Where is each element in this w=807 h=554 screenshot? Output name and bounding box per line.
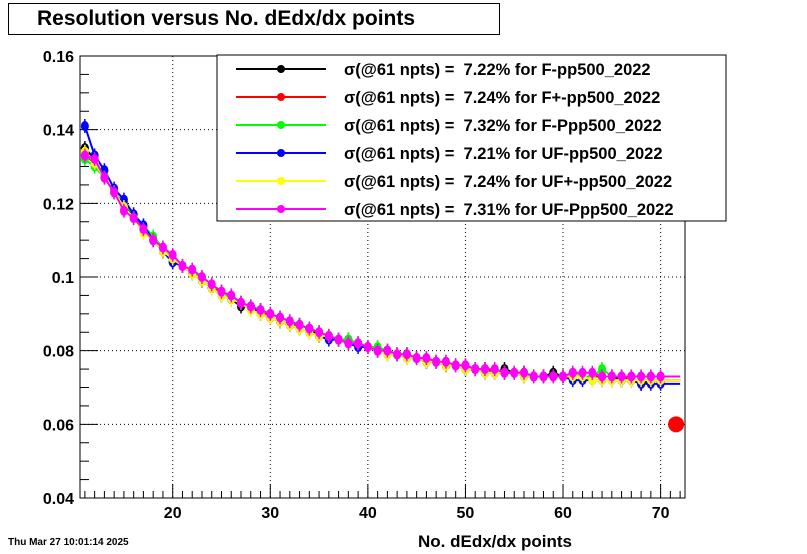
- data-point: [315, 327, 324, 338]
- data-point: [207, 279, 216, 290]
- data-point: [217, 286, 226, 297]
- data-point: [588, 375, 597, 386]
- data-point: [471, 364, 480, 375]
- data-point: [334, 334, 343, 345]
- data-point: [139, 224, 148, 235]
- data-point: [100, 172, 109, 183]
- data-point: [519, 367, 528, 378]
- data-point: [295, 319, 304, 330]
- x-tick-label: 40: [359, 505, 377, 522]
- legend-label: σ(@61 npts) = 7.24% for F+-pp500_2022: [344, 89, 660, 107]
- data-point: [578, 367, 587, 378]
- data-point: [646, 371, 655, 382]
- y-tick-label: 0.16: [43, 49, 74, 66]
- legend-label: σ(@61 npts) = 7.24% for UF+-pp500_2022: [344, 173, 672, 191]
- data-point: [529, 371, 538, 382]
- data-point: [158, 242, 167, 253]
- data-point: [256, 305, 265, 316]
- data-point: [451, 360, 460, 371]
- data-point: [598, 364, 607, 375]
- data-point: [549, 371, 558, 382]
- y-tick-label: 0.08: [43, 344, 74, 361]
- data-point: [627, 371, 636, 382]
- data-point: [617, 371, 626, 382]
- data-point: [354, 338, 363, 349]
- data-point: [227, 290, 236, 301]
- data-point: [119, 194, 128, 205]
- data-point: [266, 308, 275, 319]
- data-point: [510, 367, 519, 378]
- y-tick-label: 0.06: [43, 417, 74, 434]
- highlight-point: [668, 416, 685, 433]
- y-tick-label: 0.1: [52, 270, 74, 287]
- data-point: [188, 264, 197, 275]
- x-tick-label: 30: [261, 505, 279, 522]
- legend: σ(@61 npts) = 7.22% for F-pp500_2022 σ(@6…: [216, 54, 727, 222]
- data-point: [588, 367, 597, 378]
- data-point: [90, 154, 99, 165]
- data-point: [373, 345, 382, 356]
- x-axis-label: No. dEdx/dx points: [418, 532, 572, 551]
- data-point: [285, 316, 294, 327]
- y-tick-label: 0.04: [43, 491, 74, 508]
- data-point: [80, 120, 89, 131]
- data-point: [422, 353, 431, 364]
- data-point: [490, 364, 499, 375]
- data-point: [500, 367, 509, 378]
- data-point: [412, 353, 421, 364]
- data-point: [441, 356, 450, 367]
- data-point: [129, 213, 138, 224]
- data-point: [402, 349, 411, 360]
- legend-label: σ(@61 npts) = 7.31% for UF-Ppp500_2022: [344, 201, 674, 219]
- data-point: [344, 338, 353, 349]
- legend-marker: [277, 205, 285, 213]
- data-point: [656, 371, 665, 382]
- data-point: [568, 367, 577, 378]
- chart-title: Resolution versus No. dEdx/dx points: [8, 3, 500, 35]
- x-tick-label: 20: [164, 505, 182, 522]
- legend-marker: [277, 65, 285, 73]
- data-point: [432, 356, 441, 367]
- data-point: [119, 205, 128, 216]
- legend-label: σ(@61 npts) = 7.21% for UF-pp500_2022: [344, 145, 663, 163]
- data-point: [607, 371, 616, 382]
- data-point: [598, 371, 607, 382]
- data-point: [363, 341, 372, 352]
- legend-marker: [277, 177, 285, 185]
- data-point: [110, 187, 119, 198]
- data-point: [393, 349, 402, 360]
- x-tick-label: 60: [554, 505, 572, 522]
- data-point: [305, 323, 314, 334]
- data-point: [80, 150, 89, 161]
- data-point: [559, 371, 568, 382]
- legend-label: σ(@61 npts) = 7.22% for F-pp500_2022: [344, 61, 651, 79]
- data-point: [383, 345, 392, 356]
- data-point: [168, 249, 177, 260]
- legend-marker: [277, 121, 285, 129]
- x-tick-label: 70: [652, 505, 670, 522]
- data-point: [276, 312, 285, 323]
- legend-box: [216, 54, 727, 222]
- series-6: [80, 148, 681, 384]
- data-point: [461, 360, 470, 371]
- x-tick-label: 50: [457, 505, 475, 522]
- data-point: [237, 297, 246, 308]
- data-point: [197, 272, 206, 282]
- y-tick-label: 0.14: [43, 123, 74, 140]
- legend-marker: [277, 149, 285, 157]
- data-point: [480, 364, 489, 375]
- data-point: [324, 330, 333, 341]
- y-tick-label: 0.12: [43, 196, 74, 213]
- data-point: [539, 371, 548, 382]
- data-point: [246, 301, 255, 312]
- legend-marker: [277, 93, 285, 101]
- data-point: [637, 371, 646, 382]
- data-point: [149, 235, 158, 246]
- timestamp: Thu Mar 27 10:01:14 2025: [8, 537, 129, 548]
- data-point: [178, 260, 187, 271]
- legend-label: σ(@61 npts) = 7.32% for F-Ppp500_2022: [344, 117, 662, 135]
